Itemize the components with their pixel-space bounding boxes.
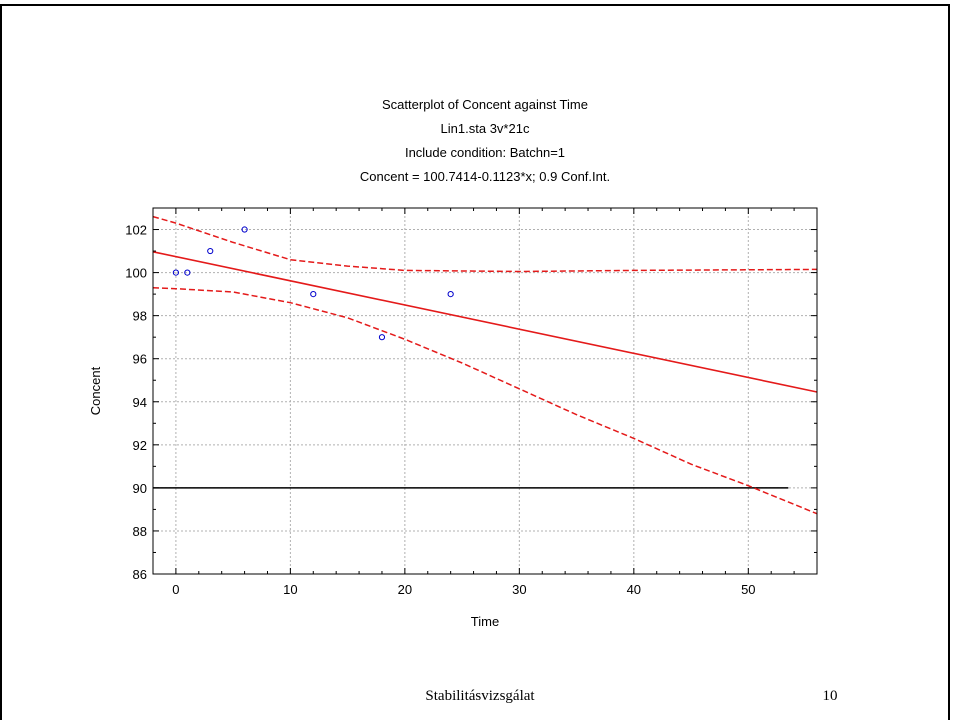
x-axis-label: Time: [471, 614, 499, 629]
y-tick-label: 100: [125, 266, 147, 281]
data-point: [447, 291, 454, 298]
y-tick-label: 102: [125, 223, 147, 238]
chart-title-line-3: Include condition: Batchn=1: [405, 145, 565, 160]
x-tick-label: 0: [172, 582, 179, 597]
x-tick-label: 50: [741, 582, 755, 597]
x-tick-label: 40: [627, 582, 641, 597]
chart-series: [152, 215, 818, 515]
chart-title: Scatterplot of Concent against Time Lin1.…: [360, 97, 610, 184]
y-tick-label: 98: [133, 309, 147, 324]
y-tick-label: 92: [133, 438, 147, 453]
confidence-lower-line: [152, 286, 818, 515]
data-point: [184, 269, 191, 276]
y-tick-label: 86: [133, 567, 147, 582]
chart-title-line-4: Concent = 100.7414-0.1123*x; 0.9 Conf.In…: [360, 169, 610, 184]
x-tick-label: 30: [512, 582, 526, 597]
page-number: 10: [822, 688, 838, 704]
footer-title: Stabilitásvizsgálat: [425, 688, 535, 704]
regression-line: [152, 251, 818, 393]
grid-lines: [153, 208, 817, 575]
chart-title-line-1: Scatterplot of Concent against Time: [382, 97, 588, 112]
data-point: [172, 269, 179, 276]
confidence-upper-line: [152, 215, 818, 273]
x-tick-label: 10: [283, 582, 297, 597]
data-point: [241, 226, 248, 233]
y-tick-label: 94: [133, 395, 147, 410]
y-tick-label: 88: [133, 524, 147, 539]
slide-frame: [0, 4, 950, 720]
y-tick-label: 96: [133, 352, 147, 367]
chart-title-line-2: Lin1.sta 3v*21c: [441, 121, 530, 136]
axis-ticks: 0 10 20 30 40 50 86 88 90 92 94 96 98 100 102: [125, 208, 818, 597]
scatterplot-chart: Scatterplot of Concent against Time Lin1.…: [88, 97, 818, 629]
y-tick-label: 90: [133, 481, 147, 496]
data-point: [207, 247, 214, 255]
y-axis-label: Concent: [88, 366, 103, 415]
plot-area-frame: [152, 207, 818, 575]
data-point: [378, 334, 386, 341]
x-tick-label: 20: [398, 582, 412, 597]
data-point: [310, 291, 317, 298]
